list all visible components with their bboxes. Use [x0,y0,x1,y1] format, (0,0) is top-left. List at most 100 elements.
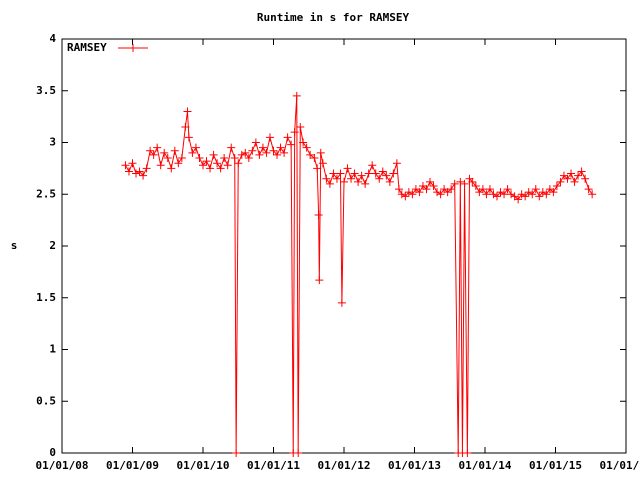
point-marker [142,164,151,173]
x-tick-label: 01/01/13 [388,459,441,472]
point-marker [389,169,398,178]
x-tick-label: 01/01/09 [106,459,159,472]
point-marker [397,190,406,199]
point-marker [183,107,192,116]
point-marker [232,449,241,457]
point-marker [181,122,190,131]
point-marker [195,154,204,163]
point-marker [310,154,319,163]
point-marker [401,192,410,201]
point-marker [429,181,438,190]
point-marker [456,177,465,186]
y-tick-label: 3.5 [36,84,56,97]
point-marker [368,161,377,170]
point-marker [375,174,384,183]
point-marker [132,169,141,178]
point-marker [392,159,401,168]
point-marker [299,138,308,147]
point-marker [184,133,193,142]
y-tick-label: 0 [49,446,56,459]
point-marker [262,148,271,157]
point-marker [167,164,176,173]
point-marker [447,185,456,194]
point-marker [549,188,558,197]
point-marker [237,150,246,159]
y-tick-label: 4 [49,32,56,45]
point-marker [318,159,327,168]
series-line [125,95,593,454]
point-marker [350,169,359,178]
point-marker [128,159,137,168]
point-marker [332,174,341,183]
point-marker [433,188,442,197]
point-marker [460,179,469,188]
point-marker [450,179,459,188]
point-marker [500,190,509,199]
point-marker [426,177,435,186]
point-marker [524,188,533,197]
y-tick-label: 1 [49,343,56,356]
point-marker [149,150,158,159]
point-marker [535,192,544,201]
point-marker [153,143,162,152]
point-marker [422,185,431,194]
point-marker [415,188,424,197]
point-marker [213,159,222,168]
point-marker [574,171,583,180]
point-marker [577,167,586,176]
point-marker [294,449,303,457]
point-marker [124,167,133,176]
point-marker [538,188,547,197]
point-marker [287,140,296,149]
point-marker [306,150,315,159]
point-marker [485,185,494,194]
point-marker [220,154,229,163]
point-marker [121,161,130,170]
point-marker [357,171,366,180]
point-marker [343,164,352,173]
point-marker [570,177,579,186]
point-marker [463,449,472,457]
legend-label: RAMSEY [67,41,107,54]
point-marker [290,128,299,137]
point-marker [313,164,322,173]
point-marker [329,169,338,178]
point-marker [588,190,597,199]
point-marker [283,133,292,142]
point-marker [394,185,403,194]
y-axis-label: s [11,239,18,252]
point-marker [273,150,282,159]
point-marker [478,185,487,194]
point-marker [521,192,530,201]
x-tick-label: 01/01/14 [459,459,512,472]
point-marker [408,190,417,199]
point-marker [292,91,301,100]
x-tick-label: 01/01/16 [600,459,640,472]
point-marker [280,148,289,157]
point-marker [209,150,218,159]
point-marker [496,188,505,197]
point-marker [314,210,323,219]
point-marker [255,150,264,159]
point-marker [265,133,274,142]
point-marker [223,161,232,170]
point-marker [160,148,169,157]
point-marker [542,190,551,199]
x-tick-label: 01/01/08 [36,459,89,472]
point-marker [296,122,305,131]
point-marker [563,174,572,183]
point-marker [206,164,215,173]
point-marker [177,154,186,163]
point-marker [336,169,345,178]
point-marker [156,161,165,170]
y-tick-label: 1.5 [36,291,56,304]
point-marker [316,148,325,157]
point-marker [361,179,370,188]
point-marker [507,190,516,199]
point-marker [567,169,576,178]
point-marker [492,192,501,201]
point-marker [347,174,356,183]
point-marker [276,143,285,152]
